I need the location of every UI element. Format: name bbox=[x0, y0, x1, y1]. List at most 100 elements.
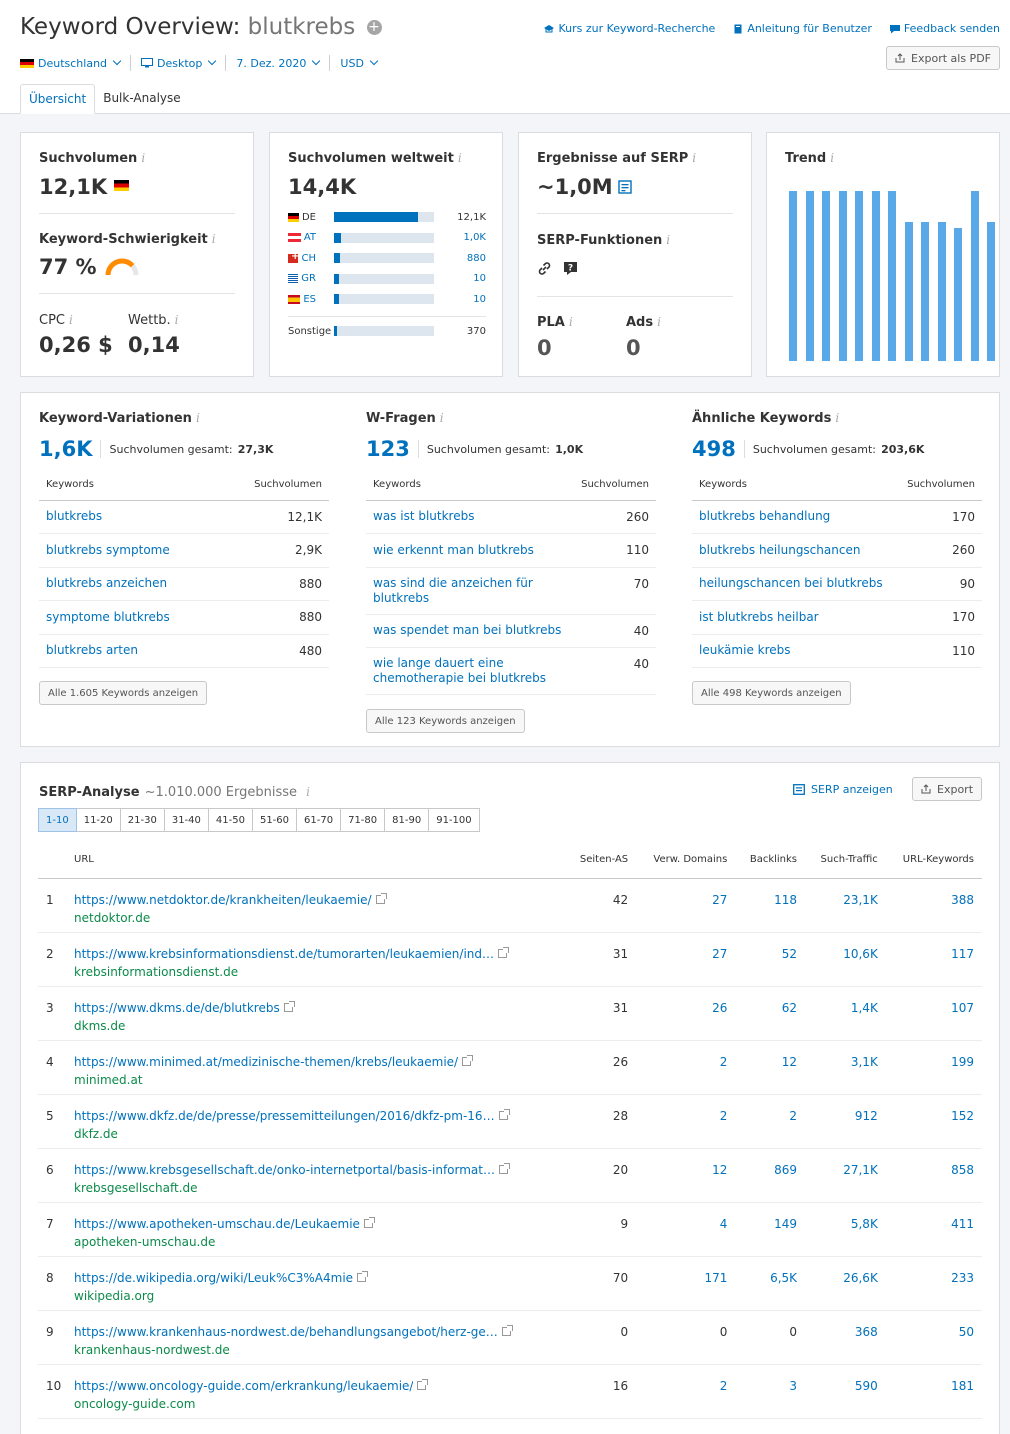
course-link-label[interactable]: Kurs zur Keyword-Recherche bbox=[558, 22, 716, 35]
page-button[interactable]: 81-90 bbox=[385, 808, 430, 832]
backlinks[interactable]: 3 bbox=[735, 1364, 806, 1419]
external-link-icon[interactable] bbox=[375, 893, 387, 904]
info-icon[interactable]: i bbox=[141, 151, 146, 165]
search-traffic[interactable]: 1,4K bbox=[805, 986, 886, 1041]
url-keywords[interactable]: 411 bbox=[885, 1202, 982, 1257]
search-traffic[interactable]: 10,6K bbox=[805, 932, 886, 987]
tab-bulk-analysis[interactable]: Bulk-Analyse bbox=[103, 91, 181, 105]
result-url-link[interactable]: https://www.dkms.de/de/blutkrebs bbox=[74, 1000, 280, 1015]
serp-document-icon[interactable] bbox=[618, 180, 632, 194]
ref-domains[interactable]: 171 bbox=[636, 1256, 736, 1311]
date-value[interactable]: 7. Dez. 2020 bbox=[236, 56, 307, 70]
ref-domains[interactable]: 2 bbox=[636, 1040, 736, 1095]
info-icon[interactable]: i bbox=[457, 151, 462, 165]
page-button[interactable]: 21-30 bbox=[120, 808, 165, 832]
result-url-link[interactable]: https://www.dkfz.de/de/presse/pressemitt… bbox=[74, 1108, 495, 1123]
backlinks[interactable]: 12 bbox=[735, 1040, 806, 1095]
result-url-link[interactable]: https://de.wikipedia.org/wiki/Leuk%C3%A4… bbox=[74, 1270, 354, 1285]
result-url-link[interactable]: https://www.krebsinformationsdienst.de/t… bbox=[74, 946, 495, 961]
page-button[interactable]: 71-80 bbox=[341, 808, 386, 832]
search-traffic[interactable]: 23,1K bbox=[805, 878, 886, 933]
backlinks[interactable]: 118 bbox=[735, 878, 806, 933]
ref-domains[interactable]: 26 bbox=[636, 986, 736, 1041]
backlinks[interactable]: 2 bbox=[735, 1094, 806, 1149]
keyword-link[interactable]: wie lange dauert eine chemotherapie bei … bbox=[366, 647, 575, 695]
url-keywords[interactable]: 107 bbox=[885, 986, 982, 1041]
col-search-traffic[interactable]: Such-Traffic bbox=[805, 842, 886, 879]
related-keywords-count[interactable]: 498 bbox=[692, 437, 736, 461]
col-volume[interactable]: Suchvolumen bbox=[897, 470, 982, 501]
backlinks[interactable]: 52 bbox=[735, 932, 806, 987]
ref-domains[interactable]: 4 bbox=[636, 1202, 736, 1257]
info-icon[interactable]: i bbox=[174, 313, 179, 327]
page-button[interactable]: 11-20 bbox=[76, 808, 121, 832]
page-button[interactable]: 31-40 bbox=[164, 808, 209, 832]
search-traffic[interactable]: 3,1K bbox=[805, 1040, 886, 1095]
col-volume[interactable]: Suchvolumen bbox=[574, 470, 656, 501]
url-keywords[interactable]: 181 bbox=[885, 1364, 982, 1419]
manual-link-label[interactable]: Anleitung für Benutzer bbox=[747, 22, 872, 35]
export-pdf-button[interactable]: Export als PDF bbox=[886, 46, 1000, 70]
external-link-icon[interactable] bbox=[498, 947, 510, 958]
export-pdf-label[interactable]: Export als PDF bbox=[911, 51, 991, 65]
keyword-link[interactable]: blutkrebs behandlung bbox=[692, 500, 898, 534]
keyword-variations-show-all-button[interactable]: Alle 1.605 Keywords anzeigen bbox=[39, 681, 208, 705]
keyword-link[interactable]: wie erkennt man blutkrebs bbox=[366, 533, 575, 568]
currency-value[interactable]: USD bbox=[340, 56, 364, 70]
external-link-icon[interactable] bbox=[501, 1325, 513, 1336]
result-url-link[interactable]: https://www.oncology-guide.com/erkrankun… bbox=[74, 1378, 414, 1393]
search-traffic[interactable]: 5,8K bbox=[805, 1202, 886, 1257]
external-link-icon[interactable] bbox=[357, 1271, 369, 1282]
backlinks[interactable]: 62 bbox=[735, 986, 806, 1041]
col-volume[interactable]: Suchvolumen bbox=[220, 470, 329, 501]
keyword-link[interactable]: leukämie krebs bbox=[692, 634, 898, 668]
col-backlinks[interactable]: Backlinks bbox=[735, 842, 806, 879]
ref-domains[interactable]: 27 bbox=[636, 932, 736, 987]
export-label[interactable]: Export bbox=[937, 782, 974, 796]
backlinks[interactable]: 6,5K bbox=[735, 1256, 806, 1311]
url-keywords[interactable]: 152 bbox=[885, 1094, 982, 1149]
course-link[interactable]: Kurs zur Keyword-Recherche bbox=[544, 22, 715, 35]
search-traffic[interactable]: 368 bbox=[805, 1310, 886, 1365]
col-page-as[interactable]: Seiten-AS bbox=[565, 842, 637, 879]
url-keywords[interactable]: 199 bbox=[885, 1040, 982, 1095]
info-icon[interactable]: i bbox=[69, 313, 73, 327]
backlinks[interactable]: 149 bbox=[735, 1202, 806, 1257]
backlinks[interactable]: 869 bbox=[735, 1148, 806, 1203]
info-icon[interactable]: i bbox=[439, 411, 444, 425]
external-link-icon[interactable] bbox=[498, 1163, 510, 1174]
col-url-keywords[interactable]: URL-Keywords bbox=[885, 842, 982, 879]
ref-domains[interactable]: 12 bbox=[636, 1148, 736, 1203]
questions-count[interactable]: 123 bbox=[366, 437, 410, 461]
result-url-link[interactable]: https://www.krankenhaus-nordwest.de/beha… bbox=[74, 1324, 498, 1339]
ref-domains[interactable]: 2 bbox=[636, 1364, 736, 1419]
keyword-link[interactable]: heilungschancen bei blutkrebs bbox=[692, 567, 898, 601]
country-value[interactable]: Deutschland bbox=[38, 56, 108, 70]
feedback-link-label[interactable]: Feedback senden bbox=[903, 22, 1000, 35]
col-keywords[interactable]: Keywords bbox=[39, 470, 221, 501]
col-url[interactable]: URL bbox=[38, 842, 566, 879]
keyword-link[interactable]: blutkrebs anzeichen bbox=[39, 567, 221, 601]
info-icon[interactable]: i bbox=[692, 151, 697, 165]
url-keywords[interactable]: 858 bbox=[885, 1148, 982, 1203]
external-link-icon[interactable] bbox=[462, 1055, 474, 1066]
keyword-link[interactable]: blutkrebs heilungschancen bbox=[692, 533, 898, 568]
manual-link[interactable]: Anleitung für Benutzer bbox=[733, 22, 872, 35]
tab-overview[interactable]: Übersicht bbox=[20, 84, 96, 114]
feedback-link[interactable]: Feedback senden bbox=[889, 22, 1000, 35]
date-select[interactable]: 7. Dez. 2020 bbox=[236, 55, 331, 71]
info-icon[interactable]: i bbox=[657, 315, 661, 329]
search-traffic[interactable]: 590 bbox=[805, 1364, 886, 1419]
external-link-icon[interactable] bbox=[498, 1109, 510, 1120]
url-keywords[interactable]: 117 bbox=[885, 932, 982, 987]
url-keywords[interactable]: 233 bbox=[885, 1256, 982, 1311]
external-link-icon[interactable] bbox=[283, 1001, 295, 1012]
search-traffic[interactable]: 26,6K bbox=[805, 1256, 886, 1311]
col-keywords[interactable]: Keywords bbox=[366, 470, 575, 501]
info-icon[interactable]: i bbox=[195, 411, 200, 425]
keyword-link[interactable]: ist blutkrebs heilbar bbox=[692, 600, 898, 635]
url-keywords[interactable]: 50 bbox=[885, 1310, 982, 1365]
ref-domains[interactable]: 27 bbox=[636, 878, 736, 933]
col-ref-domains[interactable]: Verw. Domains bbox=[636, 842, 736, 879]
ref-domains[interactable]: 2 bbox=[636, 1094, 736, 1149]
